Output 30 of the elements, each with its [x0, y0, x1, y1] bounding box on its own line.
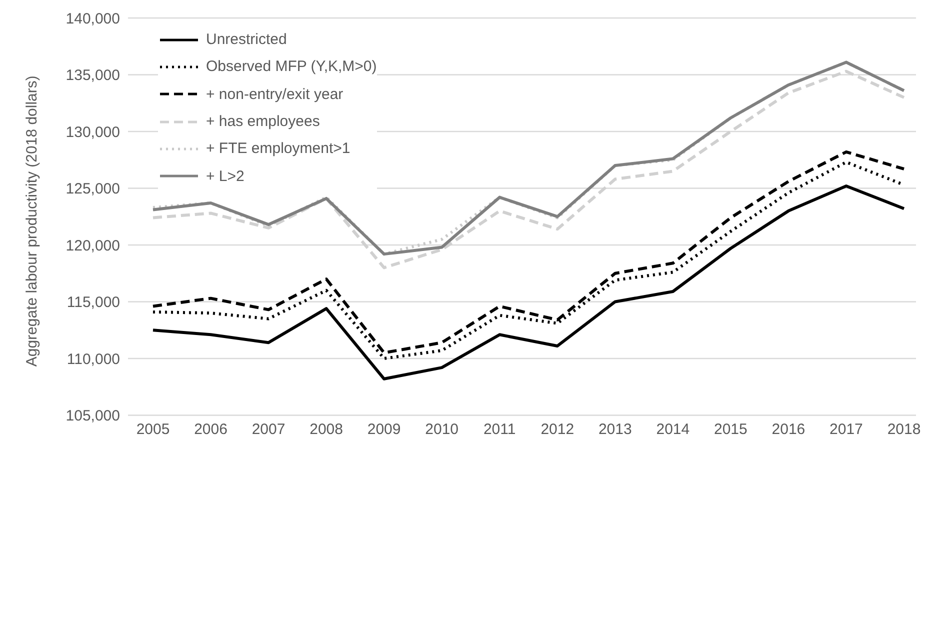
y-tick-label: 115,000	[66, 294, 120, 312]
line-series	[152, 184, 906, 380]
y-tick-label: 120,000	[66, 237, 120, 254]
x-tick-label: 2008	[310, 420, 343, 438]
x-tick-label: 2006	[194, 420, 228, 438]
legend-label: + FTE employment>1	[206, 140, 350, 158]
y-axis-title: Aggregate labour productivity (2018 dollars)	[23, 76, 40, 367]
x-tick-label: 2005	[136, 420, 170, 438]
legend-label: + non-entry/exit year	[206, 86, 344, 103]
legend-label: + has employees	[206, 113, 320, 130]
y-tick-label: 140,000	[66, 10, 120, 28]
x-tick-label: 2012	[540, 420, 574, 438]
y-tick-label: 105,000	[66, 408, 120, 425]
x-tick-label: 2013	[598, 420, 632, 438]
x-tick-label: 2009	[367, 420, 401, 438]
x-tick-label: 2018	[887, 420, 921, 438]
y-tick-label: 130,000	[66, 124, 120, 141]
x-tick-label: 2014	[656, 420, 690, 438]
x-tick-label: 2010	[425, 420, 459, 438]
x-tick-label: 2015	[714, 420, 748, 438]
y-tick-label: 110,000	[66, 350, 120, 368]
y-tick-label: 125,000	[66, 180, 120, 198]
x-tick-label: 2017	[830, 420, 863, 438]
legend-label: Unrestricted	[206, 31, 287, 48]
legend-label: + L>2	[206, 168, 244, 185]
x-tick-label: 2016	[772, 420, 806, 438]
x-tick-label: 2011	[483, 420, 516, 438]
legend-label: Observed MFP (Y,K,M>0)	[206, 58, 377, 76]
y-tick-label: 135,000	[66, 67, 120, 84]
x-tick-label: 2007	[252, 420, 286, 438]
